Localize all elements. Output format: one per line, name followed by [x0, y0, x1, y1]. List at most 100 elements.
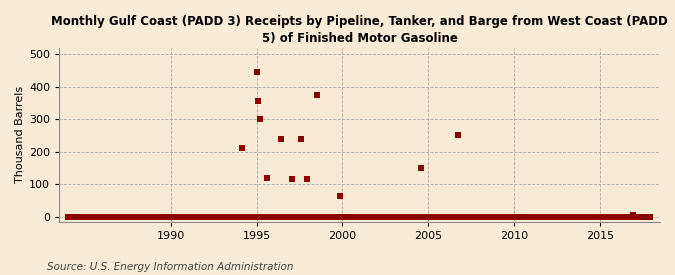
Point	[311, 93, 322, 97]
Point	[441, 215, 452, 219]
Point	[485, 215, 495, 219]
Point	[342, 215, 352, 219]
Point	[92, 215, 103, 219]
Point	[449, 215, 460, 219]
Point	[404, 215, 415, 219]
Point	[191, 215, 202, 219]
Point	[303, 215, 314, 219]
Point	[618, 215, 628, 219]
Point	[107, 215, 117, 219]
Point	[452, 215, 462, 219]
Point	[529, 215, 539, 219]
Point	[634, 215, 645, 219]
Point	[430, 215, 441, 219]
Point	[370, 215, 381, 219]
Point	[603, 215, 614, 219]
Point	[325, 215, 336, 219]
Y-axis label: Thousand Barrels: Thousand Barrels	[15, 86, 25, 183]
Point	[94, 215, 105, 219]
Point	[97, 215, 107, 219]
Point	[85, 215, 96, 219]
Point	[383, 215, 394, 219]
Point	[304, 215, 315, 219]
Point	[316, 215, 327, 219]
Point	[429, 215, 439, 219]
Point	[126, 215, 136, 219]
Point	[271, 215, 282, 219]
Point	[541, 215, 552, 219]
Point	[130, 215, 140, 219]
Point	[246, 215, 256, 219]
Point	[300, 215, 310, 219]
Point	[397, 215, 408, 219]
Point	[431, 215, 442, 219]
Point	[596, 215, 607, 219]
Point	[606, 215, 617, 219]
Point	[572, 215, 583, 219]
Point	[642, 215, 653, 219]
Point	[327, 215, 338, 219]
Point	[590, 215, 601, 219]
Point	[292, 215, 302, 219]
Point	[301, 177, 312, 182]
Point	[513, 215, 524, 219]
Point	[490, 215, 501, 219]
Point	[574, 215, 585, 219]
Point	[641, 215, 651, 219]
Point	[480, 215, 491, 219]
Point	[270, 215, 281, 219]
Point	[399, 215, 410, 219]
Point	[626, 215, 637, 219]
Point	[639, 215, 649, 219]
Point	[600, 215, 611, 219]
Point	[157, 215, 167, 219]
Point	[148, 215, 159, 219]
Point	[512, 215, 522, 219]
Point	[587, 215, 598, 219]
Point	[234, 215, 245, 219]
Point	[324, 215, 335, 219]
Point	[196, 215, 207, 219]
Point	[472, 215, 483, 219]
Point	[210, 215, 221, 219]
Point	[377, 215, 388, 219]
Point	[287, 177, 298, 182]
Point	[396, 215, 406, 219]
Point	[384, 215, 395, 219]
Point	[240, 215, 250, 219]
Point	[563, 215, 574, 219]
Point	[340, 215, 351, 219]
Point	[353, 215, 364, 219]
Point	[114, 215, 125, 219]
Point	[294, 215, 305, 219]
Point	[632, 215, 643, 219]
Point	[313, 215, 323, 219]
Point	[379, 215, 389, 219]
Point	[346, 215, 356, 219]
Point	[233, 215, 244, 219]
Point	[171, 215, 182, 219]
Point	[209, 215, 219, 219]
Point	[283, 215, 294, 219]
Point	[443, 215, 454, 219]
Point	[426, 215, 437, 219]
Point	[284, 215, 295, 219]
Point	[273, 215, 284, 219]
Point	[307, 215, 318, 219]
Point	[554, 215, 565, 219]
Point	[144, 215, 155, 219]
Point	[566, 215, 576, 219]
Point	[155, 215, 166, 219]
Point	[454, 215, 465, 219]
Point	[310, 215, 321, 219]
Point	[187, 215, 198, 219]
Point	[402, 215, 412, 219]
Text: Source: U.S. Energy Information Administration: Source: U.S. Energy Information Administ…	[47, 262, 294, 272]
Point	[394, 215, 405, 219]
Point	[412, 215, 423, 219]
Point	[243, 215, 254, 219]
Point	[597, 215, 608, 219]
Point	[117, 215, 128, 219]
Point	[530, 215, 541, 219]
Point	[183, 215, 194, 219]
